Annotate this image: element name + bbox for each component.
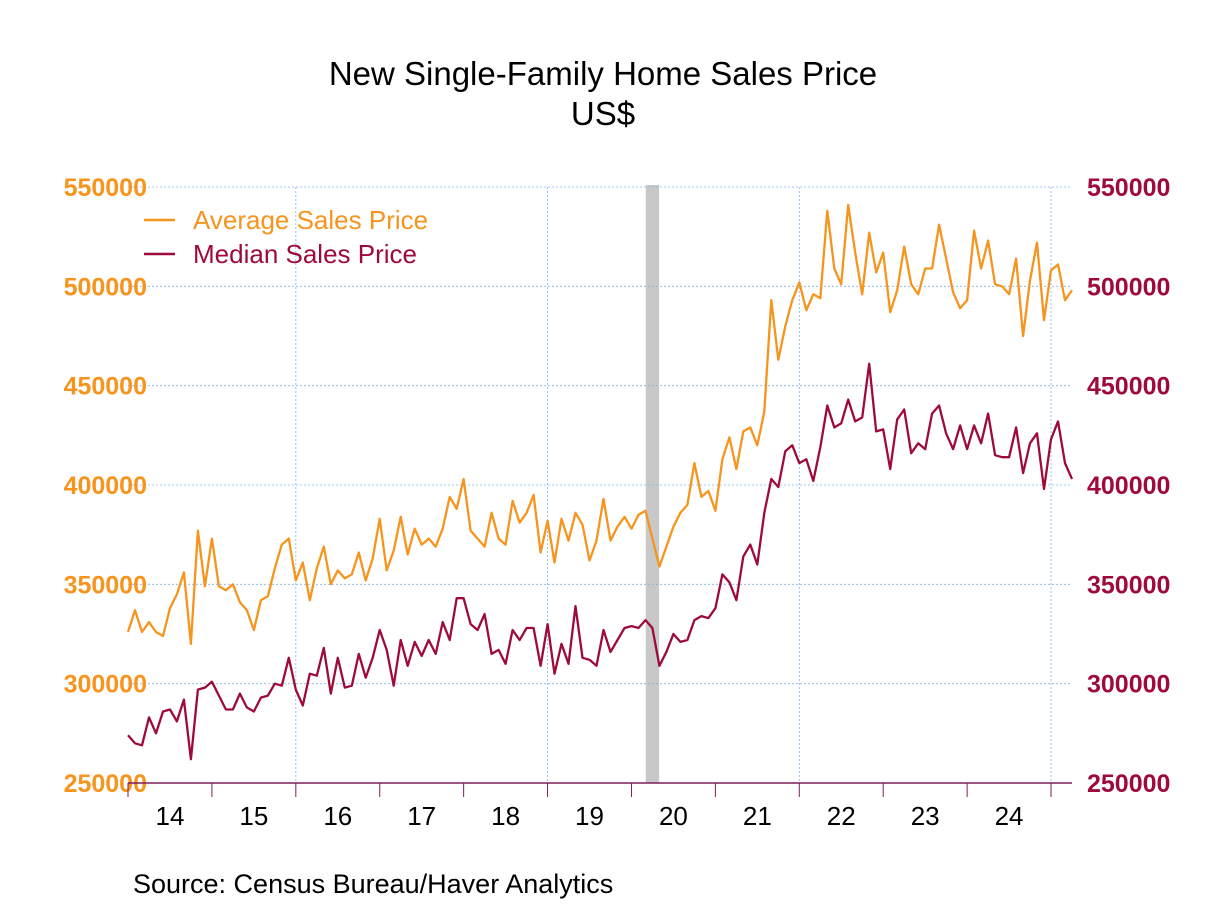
y-right-tick-label: 500000 xyxy=(1087,273,1170,301)
y-right-tick-label: 250000 xyxy=(1087,770,1170,798)
y-left-tick-label: 400000 xyxy=(64,472,147,500)
x-tick-label: 22 xyxy=(827,801,856,831)
y-left-tick-label: 350000 xyxy=(64,571,147,599)
y-left-tick-label: 550000 xyxy=(64,174,147,202)
legend-label: Average Sales Price xyxy=(193,205,428,235)
legend: Average Sales Price Median Sales Price xyxy=(144,205,428,269)
x-tick-label: 20 xyxy=(659,801,688,831)
gridlines xyxy=(128,186,1072,783)
series-layer xyxy=(126,203,1074,761)
y-right-tick-label: 400000 xyxy=(1087,472,1170,500)
chart-title: New Single-Family Home Sales Price xyxy=(329,55,877,92)
y-right-tick-label: 300000 xyxy=(1087,671,1170,699)
x-tick-label: 18 xyxy=(491,801,520,831)
y-right-tick-label: 450000 xyxy=(1087,373,1170,401)
legend-label: Median Sales Price xyxy=(193,239,417,269)
y-left-tick-label: 250000 xyxy=(64,770,147,798)
axes: 550000 500000 450000 400000 350000 300000 2500… xyxy=(64,174,1171,831)
recession-band-layer xyxy=(645,185,660,783)
x-tick-label: 16 xyxy=(323,801,352,831)
x-tick-label: 24 xyxy=(995,801,1024,831)
y-left-tick-label: 450000 xyxy=(64,373,147,401)
source-note: Source: Census Bureau/Haver Analytics xyxy=(133,869,613,899)
x-tick-label: 21 xyxy=(743,801,772,831)
y-left-tick-label: 300000 xyxy=(64,671,147,699)
chart-subtitle: US$ xyxy=(571,95,635,132)
y-left-tick-label: 500000 xyxy=(64,273,147,301)
series-line-average-sales-price xyxy=(126,203,1073,646)
y-right-tick-label: 550000 xyxy=(1087,174,1170,202)
series-line-median-sales-price xyxy=(127,362,1074,761)
x-tick-label: 14 xyxy=(155,801,184,831)
x-tick-label: 19 xyxy=(575,801,604,831)
x-tick-label: 17 xyxy=(407,801,436,831)
recession-band xyxy=(645,185,660,783)
y-right-tick-label: 350000 xyxy=(1087,571,1170,599)
x-tick-label: 23 xyxy=(911,801,940,831)
x-tick-label: 15 xyxy=(239,801,268,831)
